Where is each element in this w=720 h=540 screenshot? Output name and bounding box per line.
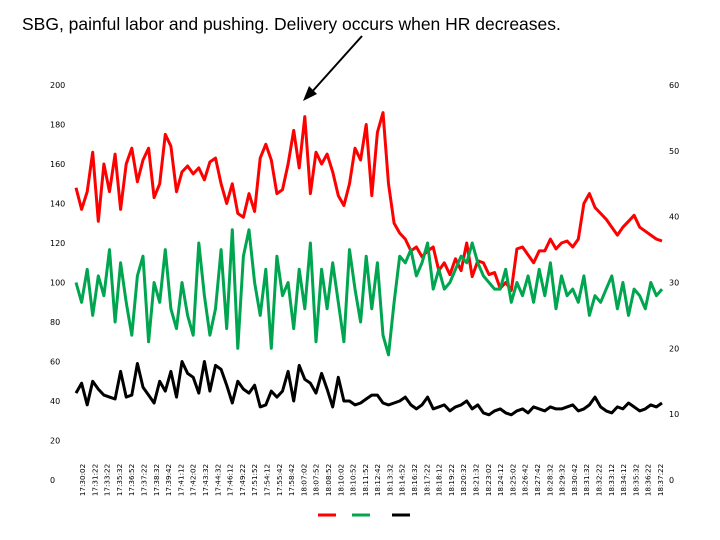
x-tick-label: 17:43:32 bbox=[201, 464, 210, 496]
x-tick-label: 17:41:12 bbox=[176, 464, 185, 496]
x-tick-label: 18:37:22 bbox=[656, 464, 665, 496]
x-tick-label: 18:24:12 bbox=[496, 464, 505, 496]
x-tick-label: 18:17:22 bbox=[422, 464, 431, 496]
x-tick-label: 17:38:32 bbox=[152, 464, 161, 496]
left-axis-tick-label: 140 bbox=[50, 200, 65, 209]
x-tick-label: 18:10:02 bbox=[336, 464, 345, 496]
x-tick-label: 18:14:52 bbox=[398, 464, 407, 496]
x-tick-label: 17:51:52 bbox=[250, 464, 259, 496]
left-axis-tick-label: 80 bbox=[50, 318, 60, 327]
left-axis-tick-label: 120 bbox=[50, 239, 65, 248]
x-tick-label: 17:44:32 bbox=[213, 464, 222, 496]
x-tick-label: 18:30:42 bbox=[570, 464, 579, 496]
series-layer bbox=[74, 111, 664, 417]
left-axis-tick-label: 60 bbox=[50, 358, 60, 367]
x-tick-label: 18:20:32 bbox=[459, 464, 468, 496]
left-axis-tick-label: 20 bbox=[50, 437, 60, 446]
x-tick-label: 18:21:32 bbox=[472, 464, 481, 496]
x-tick-label: 18:11:52 bbox=[361, 464, 370, 496]
x-tick-label: 18:19:22 bbox=[447, 464, 456, 496]
left-axis-tick-label: 180 bbox=[50, 121, 65, 130]
x-tick-label: 17:31:22 bbox=[90, 464, 99, 496]
x-tick-label: 18:26:42 bbox=[521, 464, 530, 496]
x-tick-label: 18:29:32 bbox=[558, 464, 567, 496]
annotation-arrow-head bbox=[303, 86, 317, 101]
chart-title: SBG, painful labor and pushing. Delivery… bbox=[22, 14, 561, 34]
right-axis-tick-label: 20 bbox=[669, 344, 679, 353]
series-line-2 bbox=[74, 360, 663, 417]
x-tick-label: 17:35:32 bbox=[115, 464, 124, 496]
x-tick-label: 18:25:02 bbox=[508, 464, 517, 496]
x-tick-label: 17:49:22 bbox=[238, 464, 247, 496]
x-tick-label: 17:30:02 bbox=[78, 464, 87, 496]
right-axis-tick-label: 50 bbox=[669, 147, 679, 156]
series-line-0 bbox=[74, 111, 663, 292]
annotation-arrow-shaft bbox=[309, 35, 363, 95]
right-axis-tick-label: 30 bbox=[669, 279, 679, 288]
x-tick-label: 18:31:32 bbox=[582, 464, 591, 496]
left-axis-tick-label: 160 bbox=[50, 160, 65, 169]
x-tick-label: 18:35:32 bbox=[631, 464, 640, 496]
x-tick-label: 17:39:42 bbox=[164, 464, 173, 496]
x-tick-label: 18:34:12 bbox=[619, 464, 628, 496]
x-tick-label: 18:07:02 bbox=[299, 464, 308, 496]
x-tick-label: 18:18:12 bbox=[435, 464, 444, 496]
x-tick-label: 17:46:12 bbox=[226, 464, 235, 496]
right-axis-ticks: 0 10 20 30 40 50 60 bbox=[669, 81, 679, 485]
x-tick-label: 18:36:22 bbox=[644, 464, 653, 496]
series-line-1 bbox=[74, 228, 664, 357]
left-axis-tick-label: 200 bbox=[50, 81, 65, 90]
right-axis-tick-label: 60 bbox=[669, 81, 679, 90]
arrow-annotation bbox=[303, 35, 363, 101]
x-tick-label: 18:23:02 bbox=[484, 464, 493, 496]
x-tick-label: 18:28:32 bbox=[545, 464, 554, 496]
right-axis-tick-label: 0 bbox=[669, 476, 674, 485]
x-tick-label: 17:58:42 bbox=[287, 464, 296, 496]
x-tick-label: 17:36:52 bbox=[127, 464, 136, 496]
x-tick-label: 17:37:22 bbox=[139, 464, 148, 496]
x-tick-label: 17:42:02 bbox=[189, 464, 198, 496]
x-axis-ticks: 17:30:02 17:31:22 17:33:22 17:35:32 17:36:52… bbox=[78, 464, 665, 496]
x-tick-label: 18:16:32 bbox=[410, 464, 419, 496]
x-tick-label: 18:07:52 bbox=[312, 464, 321, 496]
x-tick-label: 18:27:42 bbox=[533, 464, 542, 496]
x-tick-label: 18:33:12 bbox=[607, 464, 616, 496]
left-axis-tick-label: 40 bbox=[50, 397, 60, 406]
x-tick-label: 18:32:22 bbox=[595, 464, 604, 496]
x-tick-label: 18:13:32 bbox=[385, 464, 394, 496]
x-tick-label: 18:10:52 bbox=[349, 464, 358, 496]
x-tick-label: 17:55:42 bbox=[275, 464, 284, 496]
x-tick-label: 18:12:42 bbox=[373, 464, 382, 496]
right-axis-tick-label: 10 bbox=[669, 410, 679, 419]
x-tick-label: 17:33:22 bbox=[103, 464, 112, 496]
x-tick-label: 17:54:12 bbox=[262, 464, 271, 496]
left-axis-tick-label: 0 bbox=[50, 476, 55, 485]
right-axis-tick-label: 40 bbox=[669, 213, 679, 222]
left-axis-tick-label: 100 bbox=[50, 279, 65, 288]
x-tick-label: 18:08:52 bbox=[324, 464, 333, 496]
left-axis-ticks: 0 20 40 60 80 100 120 140 160 180 200 bbox=[50, 81, 65, 485]
